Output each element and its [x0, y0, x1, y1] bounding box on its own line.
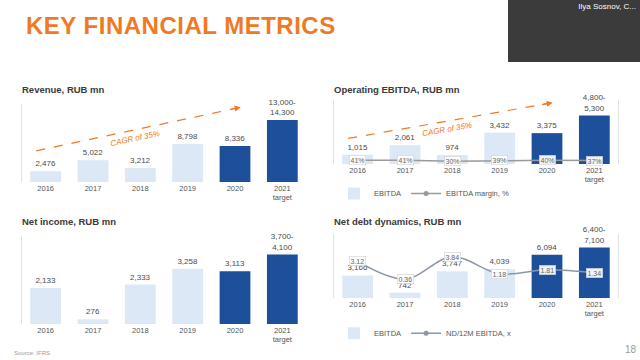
- svg-text:6,094: 6,094: [537, 243, 558, 252]
- svg-text:1.34: 1.34: [588, 270, 602, 277]
- svg-text:EBITDA margin, %: EBITDA margin, %: [446, 189, 509, 198]
- svg-text:2021target: 2021target: [273, 326, 293, 345]
- svg-text:2016: 2016: [37, 184, 54, 193]
- svg-text:4,039: 4,039: [489, 257, 510, 266]
- svg-text:2,333: 2,333: [130, 273, 151, 282]
- html-text:KEY FINANCIAL METRICS: KEY FINANCIAL METRICS: [26, 12, 336, 39]
- svg-text:0.36: 0.36: [399, 276, 413, 283]
- svg-text:EBITDA: EBITDA: [374, 329, 401, 338]
- svg-text:2019: 2019: [179, 184, 196, 193]
- svg-text:276: 276: [86, 307, 100, 316]
- svg-text:3,258: 3,258: [177, 257, 198, 266]
- svg-text:3.12: 3.12: [351, 258, 365, 265]
- svg-text:1.18: 1.18: [493, 271, 507, 278]
- svg-text:974: 974: [445, 143, 459, 152]
- html-text:Ilya Sosnov, C...: Ilya Sosnov, C...: [578, 2, 636, 11]
- svg-text:2019: 2019: [179, 326, 196, 335]
- svg-text:2017: 2017: [85, 184, 102, 193]
- svg-text:4,800-5,300: 4,800-5,300: [583, 93, 606, 112]
- svg-text:3,375: 3,375: [537, 121, 558, 130]
- svg-text:2016: 2016: [349, 300, 366, 309]
- svg-text:742: 742: [398, 281, 412, 290]
- svg-text:41%: 41%: [351, 157, 365, 164]
- svg-text:2,476: 2,476: [35, 159, 56, 168]
- svg-text:2020: 2020: [539, 166, 556, 175]
- svg-text:2017: 2017: [85, 326, 102, 335]
- svg-text:2018: 2018: [444, 166, 461, 175]
- svg-text:2018: 2018: [444, 300, 461, 309]
- svg-text:6,400-7,100: 6,400-7,100: [583, 225, 606, 244]
- svg-text:2017: 2017: [397, 300, 414, 309]
- svg-text:Revenue, RUB mn: Revenue, RUB mn: [22, 84, 105, 95]
- svg-text:40%: 40%: [541, 157, 555, 164]
- svg-text:ND/12M EBITDA, x: ND/12M EBITDA, x: [446, 329, 511, 338]
- svg-text:Net debt dynamics, RUB mn: Net debt dynamics, RUB mn: [334, 216, 461, 227]
- svg-text:3,113: 3,113: [225, 259, 245, 268]
- svg-text:2019: 2019: [491, 166, 508, 175]
- svg-text:2017: 2017: [397, 166, 414, 175]
- svg-text:8,336: 8,336: [225, 134, 246, 143]
- svg-text:2018: 2018: [132, 326, 149, 335]
- svg-text:5,022: 5,022: [83, 148, 104, 157]
- svg-text:2020: 2020: [539, 300, 556, 309]
- svg-text:8,798: 8,798: [177, 132, 198, 141]
- svg-text:2021target: 2021target: [585, 166, 605, 185]
- svg-text:13,000-14,300: 13,000-14,300: [269, 98, 296, 117]
- svg-text:1.81: 1.81: [541, 267, 555, 274]
- svg-text:41%: 41%: [399, 157, 413, 164]
- svg-text:2020: 2020: [227, 184, 244, 193]
- html-text:18: 18: [624, 344, 636, 355]
- svg-text:2021target: 2021target: [273, 184, 293, 203]
- svg-text:2,133: 2,133: [35, 276, 56, 285]
- html-text:Source: IFRS: Source: IFRS: [14, 350, 50, 356]
- svg-text:CAGR of 35%: CAGR of 35%: [110, 129, 161, 148]
- svg-text:2016: 2016: [37, 326, 54, 335]
- svg-text:3,166: 3,166: [347, 263, 368, 272]
- svg-text:3,700-4,100: 3,700-4,100: [271, 232, 294, 251]
- svg-text:Net income, RUB mn: Net income, RUB mn: [22, 216, 116, 227]
- svg-text:EBITDA: EBITDA: [374, 189, 401, 198]
- svg-text:CAGR of 35%: CAGR of 35%: [422, 121, 473, 139]
- svg-text:Operating EBITDA, RUB mn: Operating EBITDA, RUB mn: [334, 84, 460, 95]
- svg-text:2,061: 2,061: [395, 133, 416, 142]
- svg-text:1,015: 1,015: [347, 143, 368, 152]
- svg-text:2019: 2019: [491, 300, 508, 309]
- svg-text:2020: 2020: [227, 326, 244, 335]
- svg-text:3,747: 3,747: [442, 259, 463, 268]
- svg-text:30%: 30%: [446, 158, 460, 165]
- svg-text:37%: 37%: [588, 158, 602, 165]
- svg-text:3,432: 3,432: [489, 121, 510, 130]
- svg-text:39%: 39%: [493, 157, 507, 164]
- svg-text:3.84: 3.84: [446, 254, 460, 261]
- svg-text:2021target: 2021target: [585, 300, 605, 319]
- svg-text:3,212: 3,212: [130, 156, 151, 165]
- svg-text:2018: 2018: [132, 184, 149, 193]
- svg-text:2016: 2016: [349, 166, 366, 175]
